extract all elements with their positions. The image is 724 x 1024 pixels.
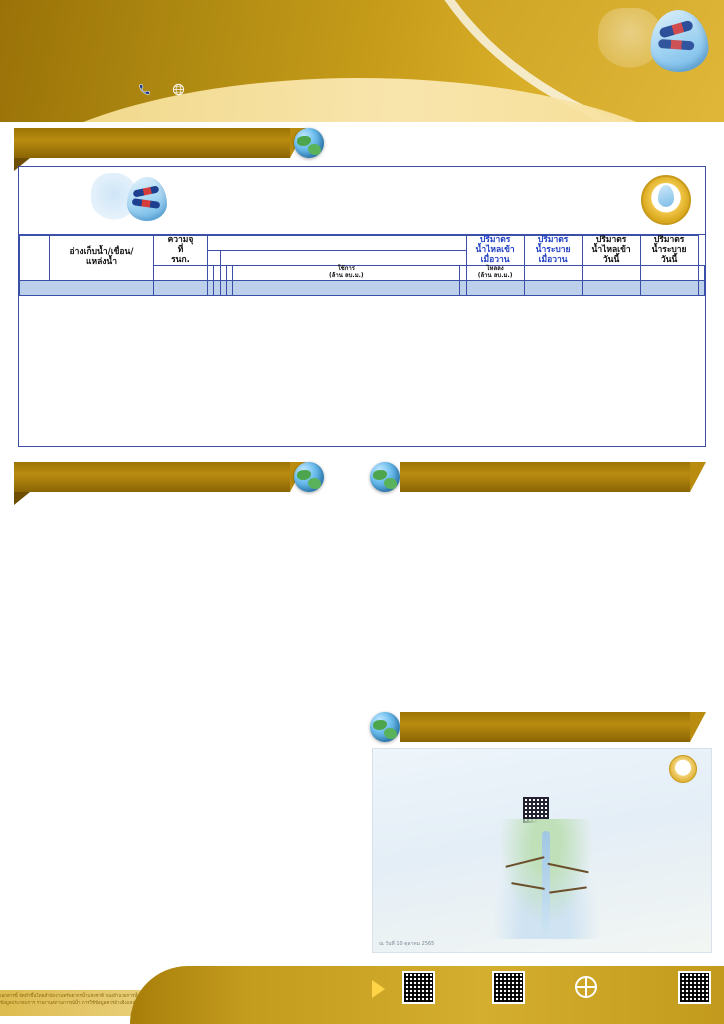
globe-icon-large-reservoirs bbox=[294, 128, 324, 158]
tree-trunk bbox=[542, 831, 550, 936]
onwr-logo bbox=[524, 8, 714, 74]
measures-footnote: ณ วันที่ 10 ตุลาคม 2565 bbox=[379, 941, 435, 947]
large-reservoir-table: อ่างเก็บน้ำ/เขื่อน/แหล่งน้ำ ความจุ ที่ รนก… bbox=[19, 234, 706, 297]
th-inflow-y-unit bbox=[523, 265, 583, 282]
web-globe-icon bbox=[575, 976, 597, 998]
tree-branch bbox=[549, 886, 587, 894]
tree-branch bbox=[511, 882, 545, 890]
th-today bbox=[219, 250, 467, 267]
banner-large-reservoirs bbox=[14, 128, 306, 171]
region-t-pct bbox=[226, 280, 234, 297]
measures-qr-code bbox=[523, 797, 549, 823]
measures-seal-icon bbox=[669, 755, 697, 783]
measures-infographic: ณ วันที่ 10 ตุลาคม 2565 bbox=[372, 748, 712, 953]
header-meta bbox=[122, 82, 185, 100]
region-usable bbox=[232, 280, 461, 297]
th-inflow-today: ปริมาตร น้ำไหลเข้า วันนี้ bbox=[581, 234, 641, 267]
banner-measures-arrow bbox=[690, 712, 706, 742]
th-outflow-yesterday: ปริมาตร น้ำระบาย เมื่อวาน bbox=[523, 234, 583, 267]
water-drop-icon-small bbox=[127, 177, 167, 221]
banner-medium-high bbox=[14, 462, 306, 505]
region-capacity bbox=[153, 280, 208, 297]
region-label bbox=[19, 280, 154, 297]
region-inflow-today bbox=[639, 280, 699, 297]
page-header bbox=[0, 0, 724, 122]
region-inflow-yesterday bbox=[523, 280, 583, 297]
page-footer: เอกสารนี้ จัดทำขึ้นโดยสำนักงานทรัพยากรน้… bbox=[0, 958, 724, 1024]
large-reservoir-table-box: อ่างเก็บน้ำ/เขื่อน/แหล่งน้ำ ความจุ ที่ รนก… bbox=[18, 166, 706, 447]
water-drop-icon bbox=[647, 8, 711, 74]
th-outflow-t-unit bbox=[697, 265, 706, 282]
th-name: อ่างเก็บน้ำ/เขื่อน/แหล่งน้ำ bbox=[49, 234, 154, 282]
phone-icon bbox=[138, 83, 151, 100]
region-outflow-today bbox=[697, 280, 706, 297]
qr-label-1 bbox=[371, 1006, 467, 1014]
qr-code-news-1[interactable] bbox=[402, 971, 435, 1004]
royal-seal-icon bbox=[641, 175, 691, 225]
th-capacity: ความจุ ที่ รนก. bbox=[153, 234, 208, 267]
region-outflow-yesterday bbox=[581, 280, 641, 297]
table-row-region bbox=[19, 280, 706, 297]
th-inflow-small: ไหลลง (ล้าน ลบ.ม.) bbox=[465, 265, 525, 282]
th-inflow-yesterday: ปริมาตร น้ำไหลเข้า เมื่อวาน bbox=[465, 234, 525, 267]
globe-icon-medium-low bbox=[370, 462, 400, 492]
tree-illustration bbox=[491, 819, 601, 939]
globe-icon-medium-high bbox=[294, 462, 324, 492]
tree-branch bbox=[505, 856, 545, 868]
qr-code-news-2[interactable] bbox=[492, 971, 525, 1004]
th-outflow-today: ปริมาตร น้ำระบาย วันนี้ bbox=[639, 234, 699, 267]
large-table-header-strip bbox=[19, 167, 705, 235]
th-usable: ใช้การ (ล้าน ลบ.ม.) bbox=[232, 265, 461, 282]
qr-code-waterinfo[interactable] bbox=[678, 971, 711, 1004]
th-index bbox=[19, 234, 50, 282]
banner-medium-low bbox=[400, 462, 706, 492]
banner-measures bbox=[400, 712, 706, 742]
region-inflow-small bbox=[465, 280, 525, 297]
th-volume-group bbox=[207, 234, 467, 252]
onwr-logo-small bbox=[29, 173, 179, 227]
th-outflow-y-unit bbox=[581, 265, 641, 282]
globe-icon-measures bbox=[370, 712, 400, 742]
play-arrow-icon bbox=[372, 980, 385, 998]
globe-icon bbox=[172, 83, 185, 100]
tree-branch bbox=[547, 862, 589, 874]
th-yesterday bbox=[207, 250, 221, 267]
th-inflow-t-unit bbox=[639, 265, 699, 282]
qr-label-2 bbox=[461, 1006, 557, 1014]
region-usable-pct bbox=[459, 280, 467, 297]
footer-legal-text: เอกสารนี้ จัดทำขึ้นโดยสำนักงานทรัพยากรน้… bbox=[0, 994, 157, 1006]
banner-medium-high-fold bbox=[14, 492, 30, 505]
banner-medium-low-arrow bbox=[690, 462, 706, 492]
th-capacity-unit bbox=[153, 265, 208, 282]
large-reservoir-table-body bbox=[19, 280, 706, 297]
